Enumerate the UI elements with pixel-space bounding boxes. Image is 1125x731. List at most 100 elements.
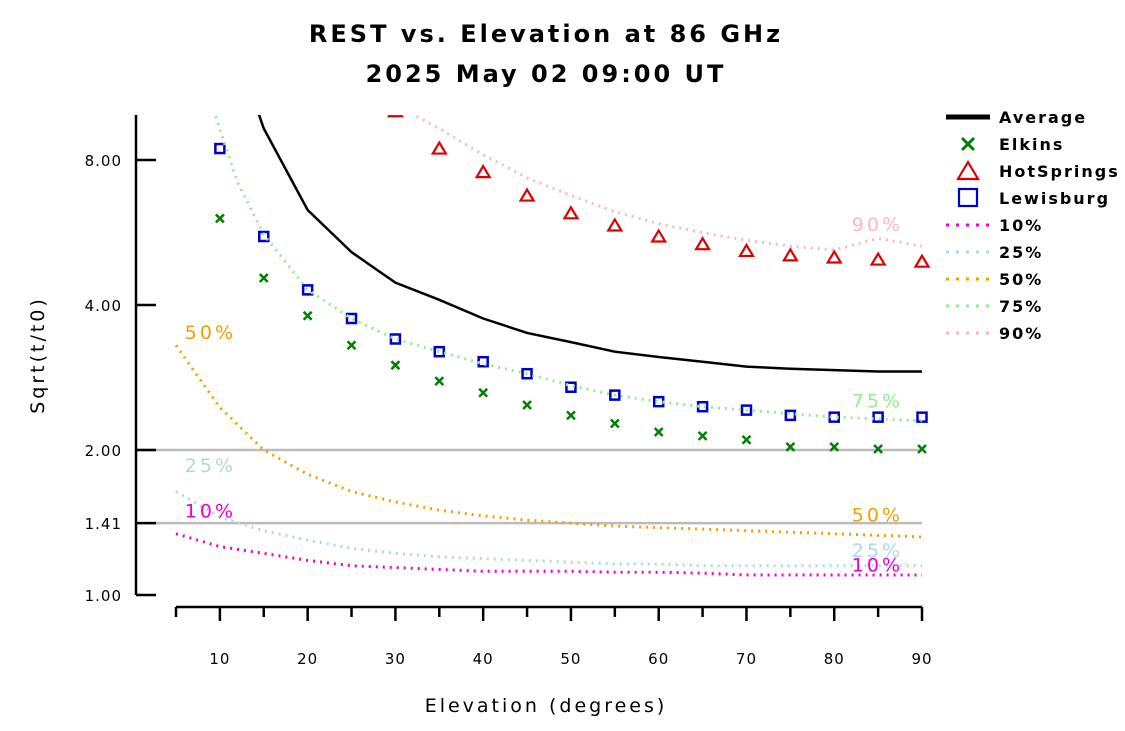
series-25-line — [175, 490, 922, 568]
percent-annotation: 50% — [185, 322, 236, 344]
series-group — [174, 115, 931, 577]
series-elkins-point-b — [390, 360, 401, 371]
series-lewisburg-point — [214, 142, 226, 155]
series-lewisburg-point — [521, 367, 533, 380]
series-elkins-point — [214, 213, 225, 224]
series-90-line — [410, 115, 923, 252]
percent-annotation: 50% — [852, 505, 903, 527]
series-lewisburg-point — [301, 284, 314, 296]
y-tick-label: 1.00 — [85, 587, 122, 605]
percent-annotation: 25% — [852, 540, 903, 562]
series-average-line — [257, 115, 922, 373]
series-lewisburg-point — [565, 381, 577, 393]
x-tick-label: 60 — [648, 650, 669, 668]
series-25 — [175, 490, 922, 568]
legend-label: 10% — [999, 216, 1043, 235]
series-10-line — [175, 532, 922, 577]
series-75 — [213, 115, 923, 423]
legend-label: 50% — [999, 270, 1043, 289]
series-elkins-point — [917, 444, 927, 454]
series-10 — [175, 532, 922, 577]
legend-swatch-square — [957, 187, 979, 208]
series-elkins-point — [522, 400, 532, 410]
series-hotsprings-point — [738, 242, 755, 258]
x-tick-label: 10 — [209, 650, 230, 668]
x-tick-label: 90 — [911, 650, 932, 668]
plot-area: 1.00 1.41 2.00 4.00 8.00 10 20 30 40 50 60 70 80 90 50… — [85, 115, 932, 668]
series-average — [257, 115, 922, 373]
y-tick-label: 2.00 — [85, 442, 122, 460]
x-tick-label: 20 — [297, 650, 318, 668]
x-axis-label: Elevation (degrees) — [425, 695, 668, 717]
percent-annotation: 10% — [852, 554, 903, 576]
legend-label: Average — [999, 108, 1087, 127]
chart-title: REST vs. Elevation at 86 GHz — [309, 20, 783, 48]
series-lewisburg-point — [345, 312, 358, 325]
series-elkins-point — [741, 434, 752, 445]
series-elkins-point-b — [741, 434, 752, 445]
percent-annotation: 75% — [852, 391, 903, 413]
series-hotsprings-point — [430, 140, 448, 155]
series-90 — [410, 115, 923, 252]
legend-label: 75% — [999, 297, 1043, 316]
x-tick-label: 70 — [736, 650, 757, 668]
series-hotsprings-point — [386, 115, 404, 118]
legend-label: 25% — [999, 243, 1043, 262]
legend-label: Elkins — [999, 135, 1064, 154]
series-elkins-point — [609, 418, 620, 429]
legend-item-lewisburg: Lewisburg — [957, 187, 1108, 208]
legend-item-hotsprings: HotSprings — [956, 159, 1120, 181]
series-hotsprings-point — [606, 217, 624, 232]
series-elkins-point-b — [609, 418, 620, 429]
series-elkins-point — [302, 310, 313, 321]
series-elkins-point — [873, 444, 884, 454]
series-hotsprings-point — [518, 187, 536, 202]
legend-item-10: 10% — [946, 216, 1043, 235]
series-elkins-point — [346, 340, 357, 351]
series-elkins-point — [434, 376, 445, 386]
series-lewisburg — [214, 142, 928, 423]
legend: Average Elkins HotSprings Lewisburg 10% 25% 50… — [946, 108, 1120, 343]
legend-item-elkins: Elkins — [960, 135, 1064, 154]
chart-subtitle: 2025 May 02 09:00 UT — [366, 60, 727, 88]
series-elkins-point-b — [697, 430, 708, 441]
series-elkins-point — [390, 360, 401, 371]
series-elkins-point — [653, 427, 664, 437]
series-hotsprings-point — [694, 236, 712, 251]
series-elkins-point-b — [653, 427, 664, 437]
series-hotsprings — [386, 115, 931, 268]
x-tick-label: 50 — [560, 650, 581, 668]
series-elkins-point — [258, 273, 269, 283]
series-hotsprings-point — [913, 253, 931, 268]
series-elkins-point — [566, 410, 576, 421]
series-elkins-point-b — [258, 273, 269, 283]
series-lewisburg-point — [784, 409, 797, 422]
series-lewisburg-point — [433, 345, 446, 358]
y-tick-label: 4.00 — [85, 297, 122, 315]
legend-swatch-triangle — [956, 159, 980, 181]
series-hotsprings-point — [869, 251, 887, 266]
series-elkins-point-b — [566, 410, 576, 421]
series-elkins-point — [829, 442, 840, 452]
series-elkins-point-b — [346, 340, 357, 351]
legend-label: 90% — [999, 324, 1043, 343]
series-elkins-point-b — [434, 376, 445, 386]
series-elkins-point-b — [873, 444, 884, 454]
series-lewisburg-point — [389, 333, 402, 345]
series-hotsprings-point — [650, 228, 668, 243]
series-elkins-point-b — [214, 213, 225, 224]
series-elkins-point — [697, 430, 708, 441]
series-elkins-point-b — [917, 444, 927, 454]
series-lewisburg-point — [609, 389, 621, 401]
legend-item-90: 90% — [946, 324, 1043, 343]
legend-item-50: 50% — [946, 270, 1043, 289]
series-hotsprings-point — [474, 163, 492, 179]
legend-item-75: 75% — [946, 297, 1043, 316]
series-50-line — [174, 344, 923, 539]
legend-label: HotSprings — [999, 162, 1120, 181]
legend-swatch-x-b — [960, 136, 976, 152]
y-tick-label: 8.00 — [85, 152, 122, 170]
y-axis-label: Sqrt(t/t0) — [27, 296, 49, 414]
series-elkins-point — [478, 387, 489, 398]
